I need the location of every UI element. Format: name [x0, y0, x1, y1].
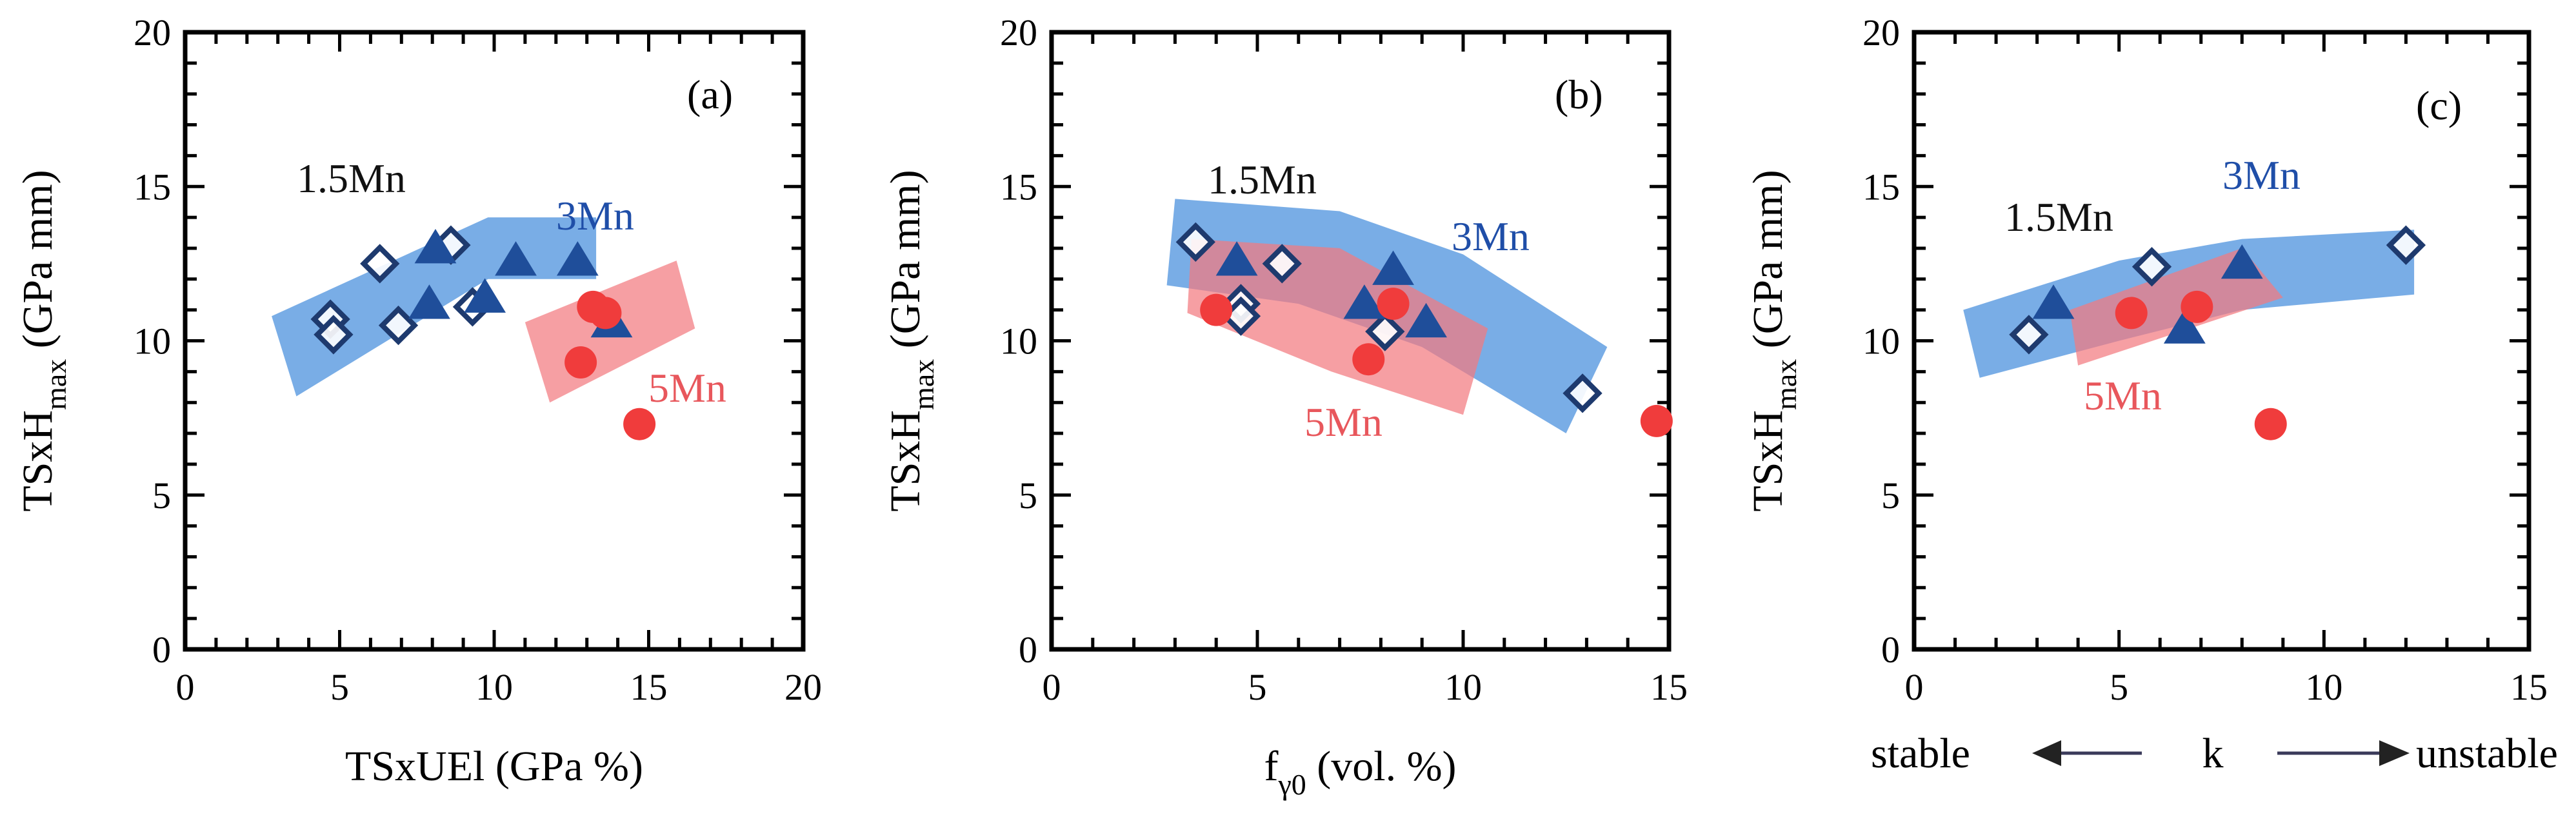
- y-tick-label: 0: [152, 629, 171, 671]
- triangle-marker-3mn: [556, 241, 599, 276]
- y-tick-label: 5: [1019, 475, 1037, 517]
- diamond-marker-1-5mn: [1563, 373, 1603, 413]
- panel-2: 0 5 10 15 0 5 10 15 20 (c) 1.5Mn 3Mn 5Mn TSxHmax (GPa…: [1744, 12, 2558, 777]
- circle-marker-5mn: [2181, 290, 2213, 323]
- triangle-marker-3mn: [414, 228, 457, 264]
- y-tick-label: 15: [134, 166, 171, 208]
- x-axis-label: TSxUEl (GPa %): [345, 743, 643, 790]
- circle-marker-5mn: [2115, 297, 2148, 330]
- circle-marker-5mn: [2254, 408, 2287, 440]
- y-tick-label: 0: [1019, 629, 1037, 671]
- annotation-1-5mn: 1.5Mn: [1208, 157, 1317, 202]
- diamond-marker-1-5mn: [360, 244, 400, 284]
- y-tick-label: 15: [1000, 166, 1037, 208]
- triangle-marker-3mn: [495, 241, 537, 276]
- diamond-marker-1-5mn: [314, 315, 354, 355]
- circle-marker-5mn: [1640, 404, 1673, 437]
- y-tick-label: 20: [1862, 12, 1900, 54]
- y-tick-label: 10: [1862, 320, 1900, 362]
- panels: 0 5 10 15 20 0 5 10 15 20 (a) 1.5Mn 3Mn 5Mn TSxHmax (G…: [14, 12, 2558, 801]
- panel-label: (b): [1555, 72, 1603, 117]
- annotation-3mn: 3Mn: [556, 193, 634, 239]
- y-tick-label: 15: [1862, 166, 1900, 208]
- x-tick-label: 0: [176, 666, 195, 708]
- x-tick-label: 15: [630, 666, 668, 708]
- y-tick-label: 20: [134, 12, 171, 54]
- diamond-marker-1-5mn: [378, 305, 419, 346]
- x-tick-label: 15: [1650, 666, 1688, 708]
- y-axis-label: TSxHmax (GPa mm): [1744, 170, 1802, 511]
- diamond-marker-1-5mn: [2132, 247, 2172, 287]
- triangle-marker-3mn: [2221, 244, 2263, 279]
- y-tick-label: 0: [1881, 629, 1900, 671]
- circle-marker-5mn: [1377, 288, 1410, 320]
- panel-1: 0 5 10 15 0 5 10 15 20 (b) 1.5Mn 3Mn 5Mn TSxHmax (GPa…: [882, 12, 1688, 801]
- diamond-marker-1-5mn: [2386, 225, 2426, 265]
- triangle-marker-3mn: [1215, 241, 1258, 276]
- triangle-marker-3mn: [408, 284, 450, 319]
- diamond-marker-1-5mn: [1262, 244, 1302, 284]
- y-tick-label: 5: [152, 475, 171, 517]
- triangle-marker-3mn: [1343, 284, 1386, 319]
- x-tick-label: 0: [1043, 666, 1061, 708]
- x-tick-label: 10: [475, 666, 513, 708]
- circle-marker-5mn: [623, 408, 656, 440]
- panel-0: 0 5 10 15 20 0 5 10 15 20 (a) 1.5Mn 3Mn 5Mn TSxHmax (G…: [14, 12, 822, 790]
- annotation-5mn: 5Mn: [2084, 373, 2162, 418]
- annotation-1-5mn: 1.5Mn: [297, 155, 406, 201]
- x-tick-label: 15: [2510, 666, 2548, 708]
- annotation-5mn: 5Mn: [648, 365, 726, 411]
- circle-marker-5mn: [589, 297, 622, 330]
- x-axis-label: fγ0 (vol. %): [1264, 743, 1456, 801]
- x-tick-label: 5: [330, 666, 349, 708]
- x-label-stable: stable: [1871, 730, 1970, 777]
- x-tick-label: 10: [1444, 666, 1482, 708]
- y-tick-label: 10: [134, 320, 171, 362]
- circle-marker-5mn: [564, 346, 597, 379]
- annotation-3mn: 3Mn: [1452, 213, 1530, 259]
- x-tick-label: 20: [784, 666, 822, 708]
- annotation-1-5mn: 1.5Mn: [2004, 194, 2113, 240]
- x-tick-label: 0: [1905, 666, 1924, 708]
- triangle-marker-3mn: [1405, 302, 1447, 338]
- x-label-k: k: [2202, 730, 2224, 777]
- annotation-5mn: 5Mn: [1304, 399, 1383, 445]
- red-band: [1187, 239, 1488, 415]
- diamond-marker-1-5mn: [2009, 315, 2049, 355]
- y-axis-label: TSxHmax (GPa mm): [14, 170, 72, 511]
- triangle-marker-3mn: [2032, 284, 2075, 319]
- y-tick-label: 10: [1000, 320, 1037, 362]
- y-tick-label: 20: [1000, 12, 1037, 54]
- arrowhead-left-icon: [2032, 740, 2061, 766]
- diamond-marker-1-5mn: [1175, 222, 1215, 262]
- triangle-marker-3mn: [2163, 309, 2206, 344]
- panel-label: (a): [687, 72, 733, 117]
- triangle-marker-3mn: [464, 278, 506, 313]
- annotation-3mn: 3Mn: [2222, 152, 2301, 198]
- circle-marker-5mn: [1200, 293, 1233, 326]
- y-tick-label: 5: [1881, 475, 1900, 517]
- plot-frame: [183, 30, 806, 652]
- x-tick-label: 10: [2305, 666, 2342, 708]
- x-label-unstable: unstable: [2416, 730, 2558, 777]
- panel-label: (c): [2416, 83, 2462, 128]
- diamond-marker-1-5mn: [1365, 311, 1405, 351]
- circle-marker-5mn: [1352, 343, 1385, 376]
- triangle-marker-3mn: [1372, 250, 1414, 285]
- arrowhead-right-icon: [2379, 740, 2410, 766]
- x-tick-label: 5: [1248, 666, 1267, 708]
- x-tick-label: 5: [2110, 666, 2128, 708]
- y-axis-label: TSxHmax (GPa mm): [882, 170, 940, 511]
